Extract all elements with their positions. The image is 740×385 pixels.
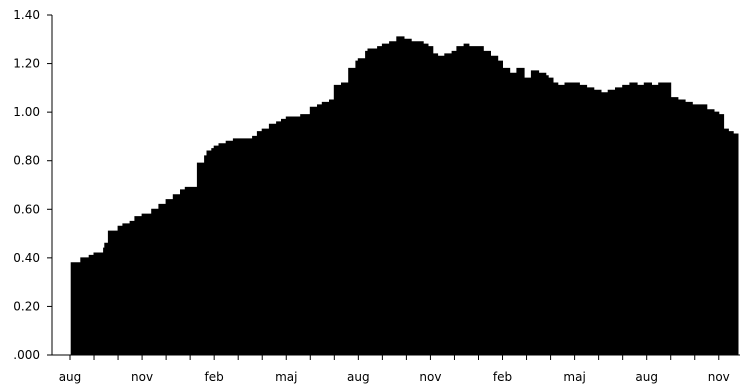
x-tick-label: feb [205,370,224,384]
y-tick-label: 0.20 [13,299,40,313]
x-tick-label: maj [275,370,297,384]
x-tick-label: nov [131,370,153,384]
y-tick-label: 0.80 [13,154,40,168]
x-axis-ticks: aug nov feb maj aug nov feb maj aug nov [59,355,730,384]
y-tick-label: 0.40 [13,251,40,265]
series-area [70,36,739,356]
x-tick-label: maj [563,370,585,384]
y-axis-ticks: .000 0.20 0.40 0.60 0.80 1.00 1.20 1.40 [13,8,52,362]
y-tick-label: 1.40 [13,8,40,22]
series-area-group [70,36,739,356]
x-tick-label: aug [635,370,658,384]
x-tick-label: nov [419,370,441,384]
y-tick-label: 1.20 [13,57,40,71]
x-tick-label: aug [347,370,370,384]
x-tick-label: feb [493,370,512,384]
y-tick-label: 1.00 [13,105,40,119]
y-tick-label: .000 [13,348,40,362]
y-tick-label: 0.60 [13,202,40,216]
x-tick-label: nov [708,370,730,384]
x-tick-label: aug [59,370,82,384]
